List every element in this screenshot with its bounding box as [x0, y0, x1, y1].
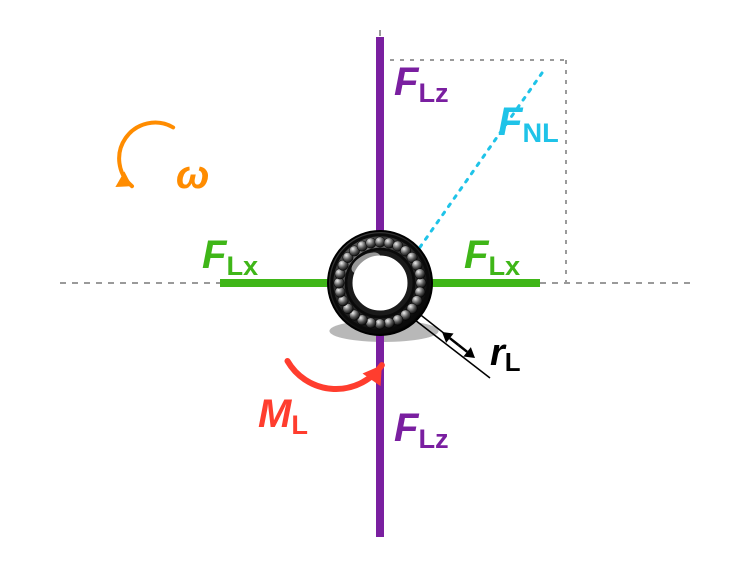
label-FLz_top-main: F: [394, 60, 418, 104]
label-FNL-sub: NL: [522, 117, 558, 148]
label-FLx_right: FLx: [464, 233, 520, 278]
label-FLz_bot-main: F: [394, 406, 418, 450]
label-FLx_right-sub: Lx: [488, 250, 520, 281]
label-ML-sub: L: [291, 409, 308, 440]
label-omega-main: ω: [176, 153, 209, 197]
label-FLx_left-main: F: [202, 233, 226, 277]
label-ML-main: M: [258, 392, 291, 436]
label-FLz_bot: FLz: [394, 406, 449, 451]
label-FLz_top-sub: Lz: [418, 77, 448, 108]
bearing-icon: [328, 231, 432, 335]
label-rL: rL: [490, 332, 521, 375]
label-rL-sub: L: [505, 349, 521, 377]
label-FLx_left-sub: Lx: [226, 250, 258, 281]
label-FNL: FNL: [498, 100, 559, 145]
label-omega: ω: [176, 153, 209, 198]
rl-ext-outer: [415, 320, 490, 378]
label-FLx_right-main: F: [464, 233, 488, 277]
diagram-stage: FLzFLzFLxFLxFNLMLωrL: [0, 0, 750, 567]
label-FLz_top: FLz: [394, 60, 449, 105]
label-FLz_bot-sub: Lz: [418, 423, 448, 454]
label-FLx_left: FLx: [202, 233, 258, 278]
label-ML: ML: [258, 392, 308, 437]
label-FNL-main: F: [498, 100, 522, 144]
label-rL-main: r: [490, 332, 505, 374]
diagram-svg: [0, 0, 750, 567]
